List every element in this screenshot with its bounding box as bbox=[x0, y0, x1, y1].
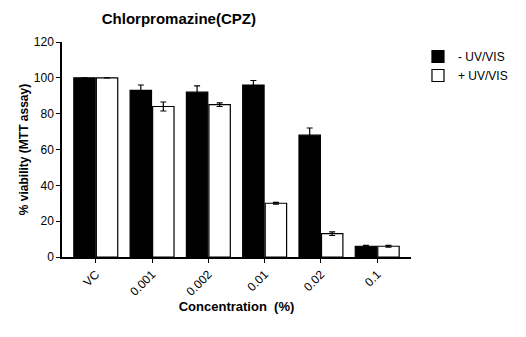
svg-text:40: 40 bbox=[40, 179, 54, 193]
svg-text:Chlorpromazine(CPZ): Chlorpromazine(CPZ) bbox=[102, 10, 256, 27]
svg-text:VC: VC bbox=[80, 267, 102, 289]
svg-text:0.01: 0.01 bbox=[245, 267, 272, 294]
svg-text:0.002: 0.002 bbox=[184, 267, 215, 298]
svg-text:- UV/VIS: - UV/VIS bbox=[458, 50, 505, 64]
svg-text:0.1: 0.1 bbox=[362, 267, 384, 289]
svg-text:120: 120 bbox=[34, 35, 54, 49]
svg-text:100: 100 bbox=[34, 71, 54, 85]
svg-text:0: 0 bbox=[47, 250, 54, 264]
svg-text:60: 60 bbox=[40, 143, 54, 157]
svg-text:20: 20 bbox=[40, 214, 54, 228]
svg-text:0.001: 0.001 bbox=[127, 267, 158, 298]
svg-text:80: 80 bbox=[40, 107, 54, 121]
svg-text:0.02: 0.02 bbox=[301, 267, 328, 294]
svg-text:+ UV/VIS: + UV/VIS bbox=[458, 69, 508, 83]
svg-text:Concentration (%): Concentration (%) bbox=[179, 299, 295, 314]
svg-text:% viability (MTT assay): % viability (MTT assay) bbox=[17, 84, 31, 215]
